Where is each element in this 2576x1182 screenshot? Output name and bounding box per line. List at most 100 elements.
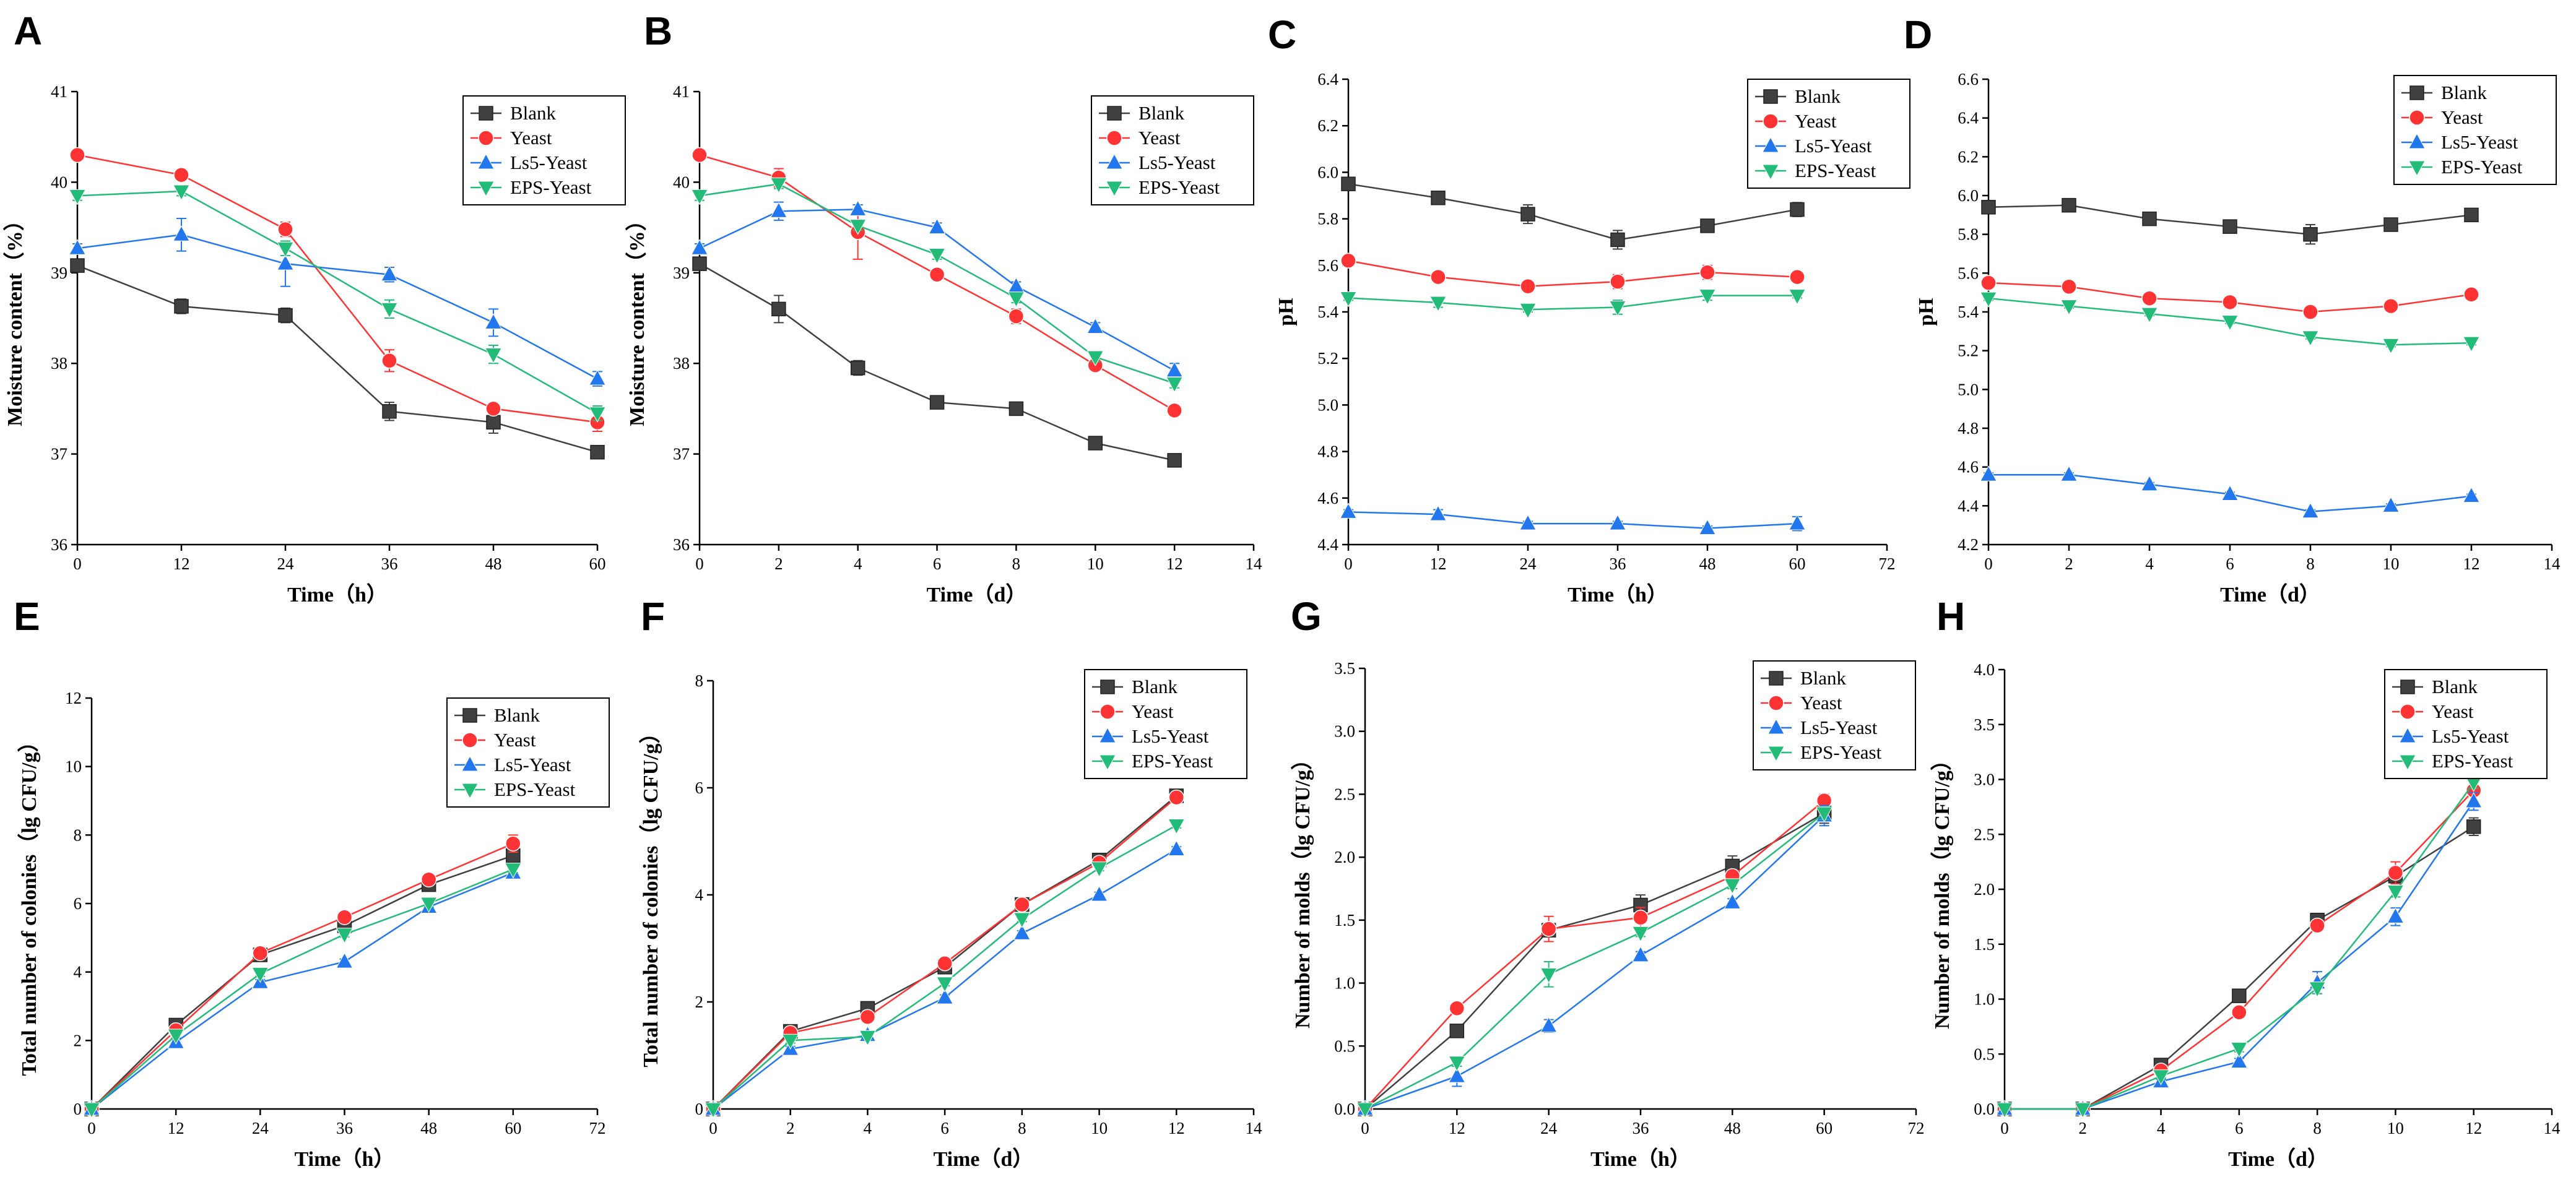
chart-panel-a: A 0 12 24 36 48 60 36 37 38 39 40 41 Time（h） Moisture … — [2, 9, 626, 606]
x-tick-label: 60 — [589, 554, 606, 573]
data-point — [1086, 350, 1104, 367]
y-tick-label: 41 — [673, 82, 690, 101]
legend-marker — [2399, 727, 2416, 743]
data-point — [1790, 202, 1805, 217]
legend-marker — [2409, 110, 2425, 126]
legend-marker — [1763, 113, 1779, 129]
y-tick-label: 41 — [51, 82, 67, 101]
x-tick-label: 24 — [277, 554, 295, 573]
x-tick-label: 0 — [2000, 1119, 2009, 1137]
legend-marker — [1100, 679, 1115, 694]
x-tick-label: 6 — [2235, 1119, 2244, 1137]
x-tick-label: 14 — [1246, 554, 1263, 573]
series-line — [713, 796, 1177, 1110]
data-point — [1007, 277, 1025, 293]
data-point — [1429, 296, 1447, 313]
x-tick-label: 12 — [2465, 1119, 2482, 1137]
data-point — [173, 225, 190, 241]
y-tick-label: 6.4 — [1317, 70, 1338, 88]
data-point — [2382, 496, 2400, 512]
data-point — [336, 909, 353, 925]
legend-label: EPS-Yeast — [510, 176, 592, 198]
data-point — [928, 218, 946, 235]
data-point — [69, 147, 85, 163]
legend: Blank Yeast Ls5-Yeast EPS-Yeast — [2384, 669, 2548, 779]
legend-marker — [2399, 754, 2416, 771]
data-point — [420, 897, 438, 913]
y-tick-label: 6 — [695, 779, 704, 797]
legend-label: Ls5-Yeast — [2441, 131, 2518, 153]
data-point — [2464, 207, 2479, 223]
data-point — [1431, 191, 1446, 205]
x-tick-label: 24 — [1540, 1119, 1558, 1137]
legend-label: Blank — [1138, 102, 1185, 124]
data-point — [2382, 338, 2400, 355]
data-point — [1168, 840, 1186, 856]
data-point — [251, 967, 269, 983]
legend-label: Ls5-Yeast — [1138, 152, 1216, 173]
data-point — [1340, 291, 1357, 308]
y-tick-label: 6 — [74, 894, 82, 913]
series-line — [91, 872, 514, 1110]
y-tick-label: 6.2 — [1958, 147, 1979, 166]
y-tick-label: 6.0 — [1958, 186, 1979, 205]
data-point — [1610, 232, 1625, 248]
data-point — [2463, 287, 2479, 303]
data-point — [1168, 819, 1186, 835]
x-axis-title: Time（d） — [927, 582, 1027, 606]
series-line — [1364, 812, 1825, 1110]
legend-label: Yeast — [510, 127, 552, 149]
series-yeast — [1980, 275, 2479, 320]
legend-marker — [2408, 160, 2426, 177]
y-axis-title: Number of molds（lg CFU/g） — [1930, 749, 1954, 1029]
x-axis-title: Time（d） — [2220, 582, 2320, 606]
legend-label: EPS-Yeast — [2441, 156, 2523, 178]
data-point — [937, 955, 953, 972]
data-point — [691, 189, 708, 205]
panel-letter: E — [14, 594, 40, 639]
data-point — [1609, 300, 1626, 317]
series-ls5-yeast — [1340, 503, 1806, 535]
legend: Blank Yeast Ls5-Yeast EPS-Yeast — [1747, 79, 1910, 189]
data-point — [1996, 1102, 2013, 1119]
legend-marker — [1106, 181, 1123, 197]
data-point — [485, 400, 501, 417]
y-tick-label: 1.0 — [1334, 974, 1355, 993]
legend-label: EPS-Yeast — [1800, 741, 1882, 763]
x-tick-label: 36 — [1610, 554, 1626, 573]
y-tick-label: 5.4 — [1958, 303, 1979, 321]
data-point — [381, 302, 398, 319]
x-tick-label: 14 — [2544, 1119, 2561, 1137]
legend-label: Yeast — [1132, 701, 1174, 722]
legend-label: Yeast — [1800, 692, 1842, 714]
series-line — [1348, 260, 1798, 287]
x-tick-label: 48 — [420, 1119, 437, 1137]
x-tick-label: 36 — [1633, 1119, 1649, 1137]
data-point — [1167, 453, 1182, 468]
data-point — [2222, 294, 2238, 311]
legend-label: EPS-Yeast — [2432, 750, 2513, 772]
legend-label: Blank — [510, 102, 557, 124]
data-point — [1519, 514, 1537, 530]
series-line — [91, 855, 514, 1110]
y-tick-label: 5.6 — [1958, 264, 1979, 282]
y-tick-label: 39 — [673, 264, 690, 282]
series-blank — [1981, 197, 2479, 245]
legend-label: Yeast — [2441, 106, 2483, 128]
x-tick-label: 10 — [1091, 1119, 1108, 1137]
y-tick-label: 4.4 — [1317, 535, 1338, 554]
panel-letter: D — [1904, 12, 1932, 57]
data-point — [1520, 278, 1536, 295]
data-point — [1448, 1056, 1466, 1072]
data-point — [1981, 200, 1996, 215]
chart-panel-d: D 0 2 4 6 8 10 12 14 4.2 4.4 4.6 4.8 5.0 5.2 5.4 5.6 5.8 6… — [1904, 12, 2561, 606]
data-point — [252, 945, 269, 961]
x-axis-title: Time（h） — [1590, 1147, 1691, 1171]
data-point — [1632, 946, 1649, 962]
data-point — [1090, 861, 1108, 878]
series-ls5-yeast — [69, 217, 606, 387]
legend-marker — [461, 783, 479, 800]
panel-letter: B — [644, 9, 672, 53]
series-line — [699, 183, 1175, 384]
